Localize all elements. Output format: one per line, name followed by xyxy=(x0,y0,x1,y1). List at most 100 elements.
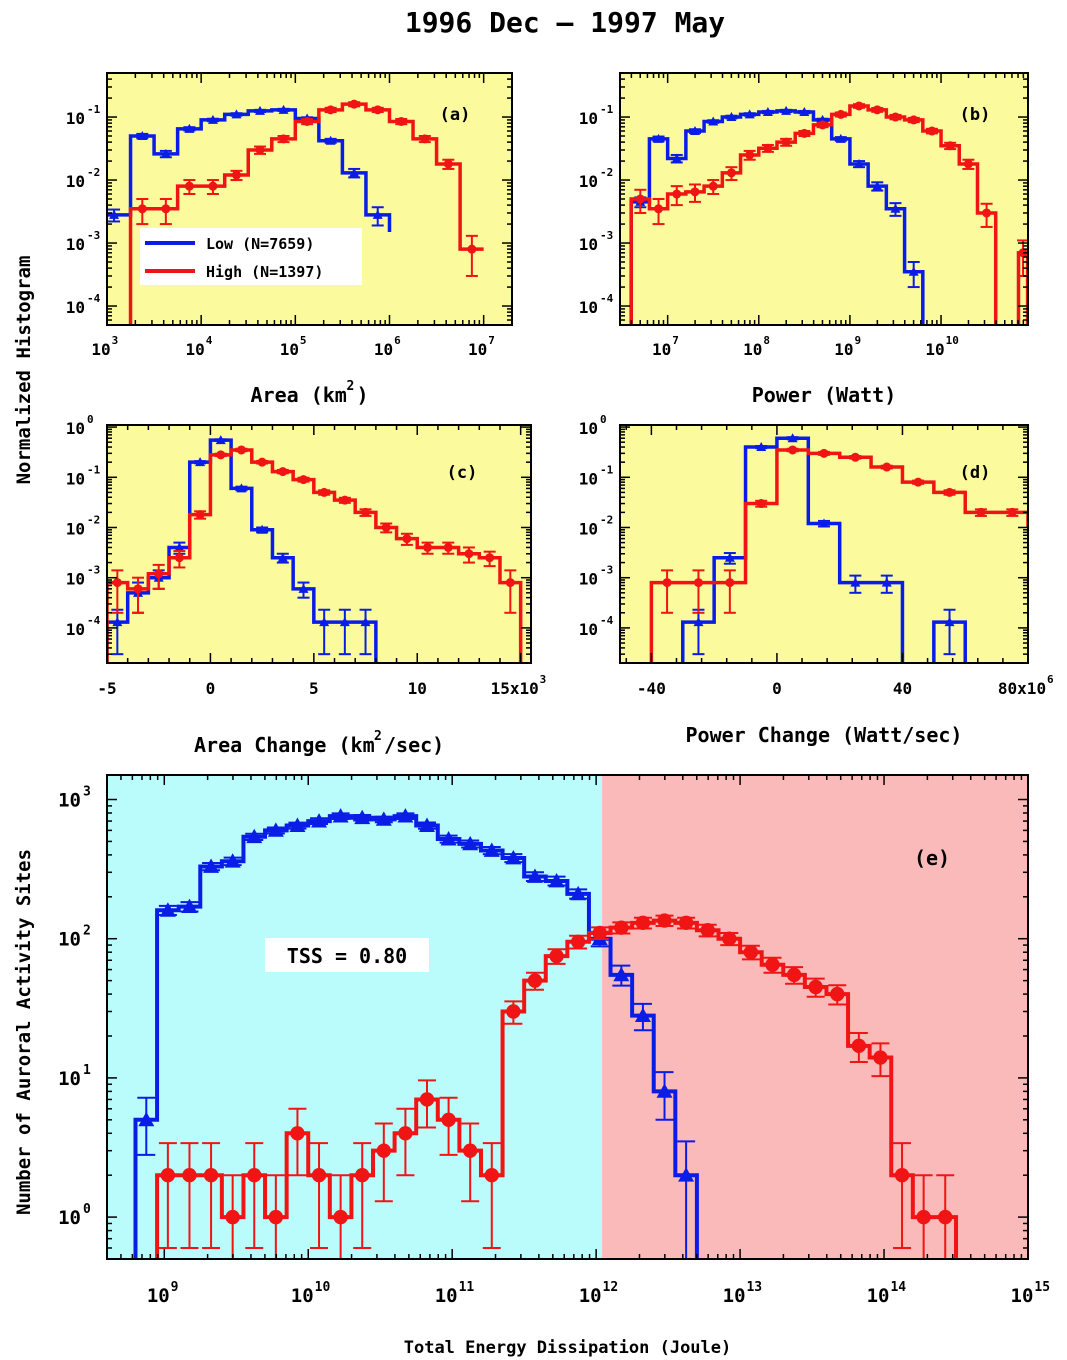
panel-b: 10 -110 -210 -310 -410 7 10 8 10 9 10 10(b)Power (W… xyxy=(579,72,1029,407)
data-point xyxy=(361,507,371,517)
y-tick-label: 10 xyxy=(579,419,598,438)
data-point xyxy=(109,209,120,219)
data-point xyxy=(396,116,406,126)
data-point xyxy=(916,1209,931,1225)
x-tick-label-exponent: 5 xyxy=(300,334,307,347)
data-point xyxy=(255,105,266,115)
x-tick-label-exponent: 13 xyxy=(746,1280,762,1295)
data-point xyxy=(311,813,328,828)
x-axis-label-superscript: 2 xyxy=(374,729,382,744)
x-tick-label: 10 xyxy=(435,1285,458,1307)
data-point xyxy=(854,158,865,168)
data-point xyxy=(725,578,735,588)
y-tick-label: 10 xyxy=(58,929,81,951)
data-point xyxy=(289,817,306,832)
y-tick-label-exponent: -1 xyxy=(87,103,101,116)
data-point xyxy=(236,483,247,493)
data-point xyxy=(203,1167,219,1183)
x-axis-label: Total Energy Dissipation (Joule) xyxy=(404,1338,732,1358)
y-tick-label: 10 xyxy=(579,519,598,538)
data-point xyxy=(976,507,986,517)
data-point xyxy=(257,457,267,467)
y-tick-label-exponent: -4 xyxy=(87,614,101,627)
data-point xyxy=(355,1167,370,1183)
panel-a: 10 -110 -210 -310 -410 3 10 4 10 5 10 6 10 7(a)Area (… xyxy=(66,72,513,407)
data-point xyxy=(483,842,500,857)
panel-label: (d) xyxy=(960,463,991,483)
series-line-low-0 xyxy=(681,436,905,663)
data-point xyxy=(174,553,184,563)
data-point xyxy=(224,853,241,868)
data-point xyxy=(818,120,828,130)
data-point xyxy=(549,948,564,964)
data-point xyxy=(744,109,755,119)
y-tick-label: 10 xyxy=(66,469,85,488)
data-point xyxy=(339,617,350,627)
panel-label: (a) xyxy=(440,105,471,125)
data-point xyxy=(298,583,309,593)
x-tick-label: 10 xyxy=(291,1285,314,1307)
y-tick-label-exponent: 0 xyxy=(87,413,94,426)
y-tick-label-exponent: 2 xyxy=(83,924,91,939)
plot-frame xyxy=(106,424,532,664)
data-point xyxy=(440,831,457,846)
y-tick-label-exponent: -3 xyxy=(87,564,100,577)
x-tick-label-exponent: 15 xyxy=(1034,1280,1050,1295)
data-point xyxy=(360,617,371,627)
data-point xyxy=(462,835,479,851)
x-tick-label: -5 xyxy=(97,679,116,698)
data-point xyxy=(881,577,892,587)
data-point xyxy=(231,170,241,180)
data-point xyxy=(799,107,810,117)
data-point xyxy=(372,209,383,219)
data-point xyxy=(231,109,242,119)
x-axis-label: Area Change (km xyxy=(194,733,375,757)
data-point xyxy=(138,1111,155,1127)
data-point xyxy=(402,534,412,544)
plot-frame xyxy=(106,774,1029,1260)
data-point xyxy=(788,445,798,455)
x-tick-label: 10 xyxy=(723,1285,746,1307)
y-tick-label-exponent: -3 xyxy=(87,229,100,242)
x-tick-label: 10 xyxy=(468,340,487,359)
data-point xyxy=(195,457,206,467)
x-tick-label: -40 xyxy=(637,679,666,698)
y-tick-label: 10 xyxy=(66,109,85,128)
x-axis-label-superscript: 2 xyxy=(347,379,355,394)
x-tick-label: 15x10 xyxy=(491,679,539,698)
data-point xyxy=(634,1007,651,1023)
y-tick-label-exponent: 0 xyxy=(83,1202,91,1217)
data-point xyxy=(963,159,973,169)
legend: Low (N=7659) High (N=1397) xyxy=(140,228,362,285)
y-tick-label-exponent: -4 xyxy=(600,614,614,627)
x-axis-label: Power Change (Watt/sec) xyxy=(686,723,963,747)
data-point xyxy=(203,858,220,873)
data-point xyxy=(247,1167,262,1183)
data-layer xyxy=(133,808,959,1259)
data-point xyxy=(724,552,735,562)
y-tick-label-exponent: -2 xyxy=(87,513,100,526)
data-point xyxy=(302,116,312,126)
data-point xyxy=(756,442,767,452)
panel-label: (c) xyxy=(447,463,478,483)
data-point xyxy=(726,112,737,122)
plot-background xyxy=(620,73,1028,325)
data-point xyxy=(216,450,226,460)
data-point xyxy=(195,510,205,520)
x-tick-label-exponent: 7 xyxy=(672,334,679,347)
data-point xyxy=(613,966,630,982)
data-point xyxy=(570,885,587,901)
data-point xyxy=(441,1112,456,1128)
data-point xyxy=(443,542,453,552)
y-tick-label: 10 xyxy=(66,419,85,438)
data-point xyxy=(467,244,477,254)
data-point xyxy=(656,1083,673,1098)
data-point xyxy=(872,181,883,191)
y-tick-label-exponent: -3 xyxy=(600,564,613,577)
y-tick-label-exponent: 0 xyxy=(600,413,607,426)
data-point xyxy=(722,931,737,946)
y-tick-label-exponent: -4 xyxy=(600,292,614,305)
x-tick-label: 5 xyxy=(309,679,319,698)
data-point xyxy=(672,189,682,199)
